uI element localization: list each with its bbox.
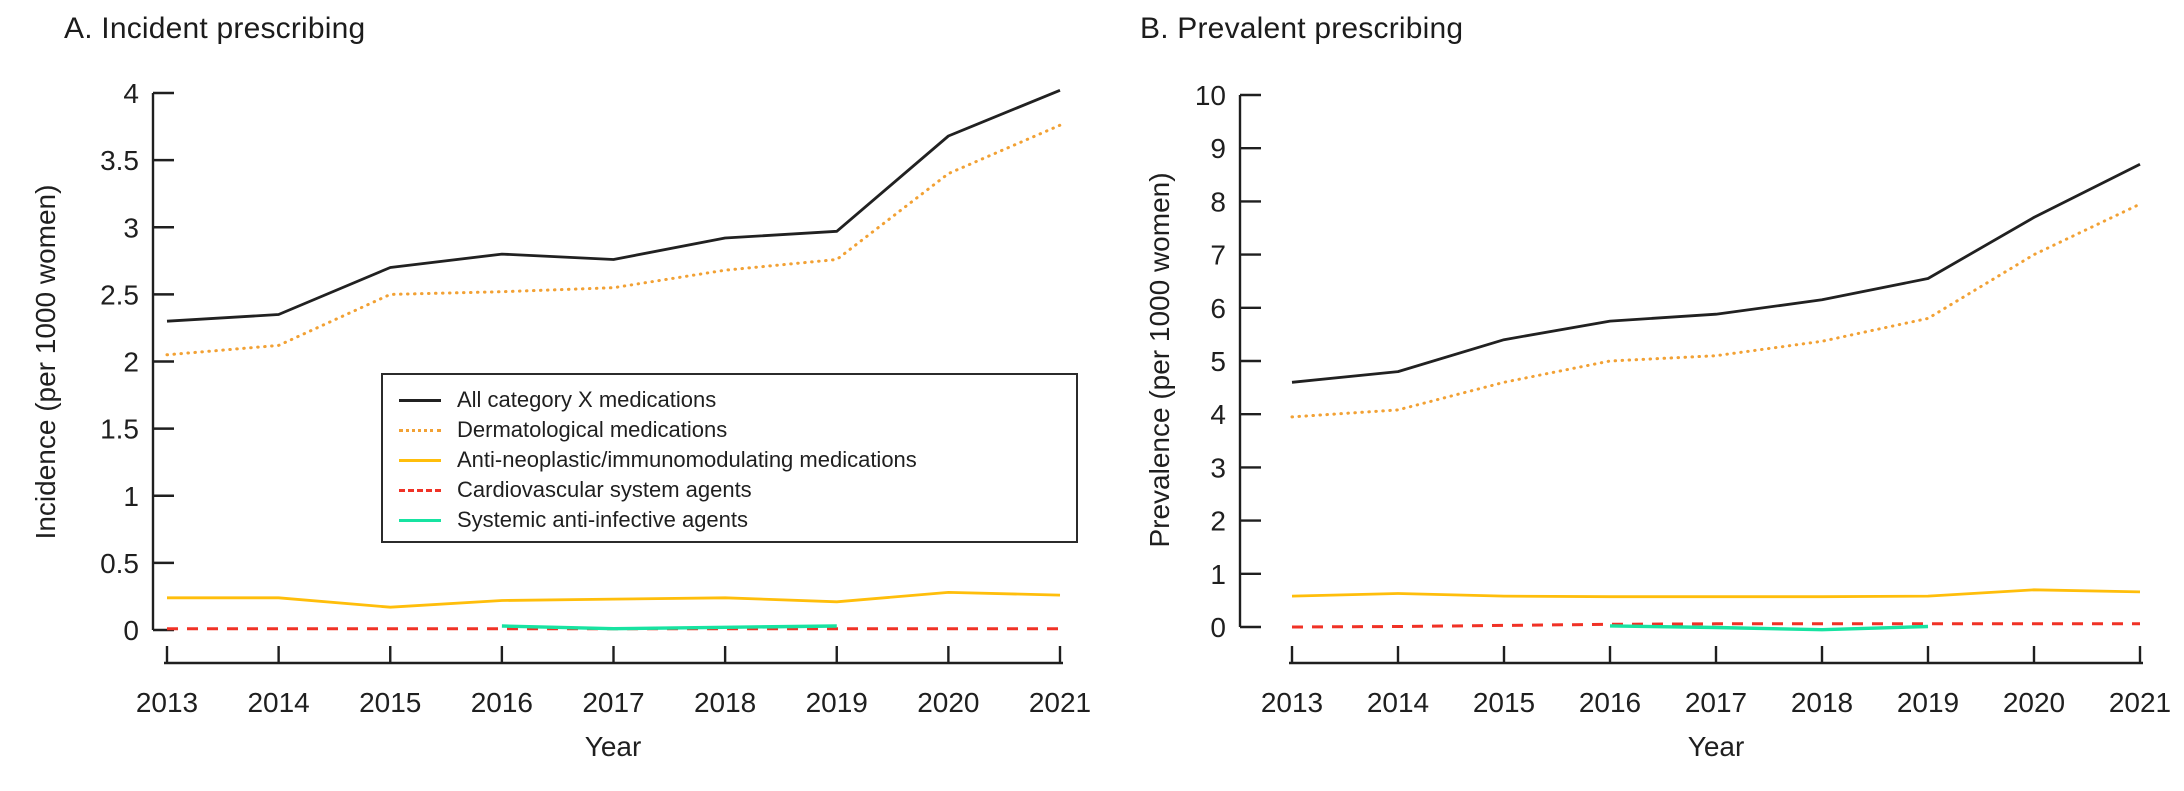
- x-tick-label: 2019: [806, 687, 868, 718]
- y-tick-label: 9: [1210, 133, 1226, 164]
- series-line-systemic-anti-infective-agents: [501, 624, 837, 631]
- series-line-dermatological-medications: [1290, 202, 2142, 419]
- x-tick-label: 2020: [917, 687, 979, 718]
- y-tick-label: 6: [1210, 293, 1226, 324]
- series-line-cardiovascular-system-agents: [1291, 622, 2140, 629]
- panel-a-title: A. Incident prescribing: [64, 12, 366, 45]
- legend-item-label: Dermatological medications: [457, 417, 728, 442]
- legend-line-sample-cardiovascular-system-agents: [399, 488, 441, 492]
- x-tick-label: 2016: [1579, 687, 1641, 718]
- x-tick-label: 2018: [1791, 687, 1853, 718]
- series-line-anti-neoplastic-immunomodulating-medications: [167, 591, 1061, 609]
- x-tick-label: 2015: [359, 687, 421, 718]
- y-tick-label: 10: [1195, 80, 1226, 111]
- legend-line-sample-dermatological-medications: [399, 428, 441, 432]
- x-tick-label: 2019: [1897, 687, 1959, 718]
- legend-item-label: Systemic anti-infective agents: [457, 507, 749, 532]
- legend-item: All category X medications: [399, 385, 1076, 415]
- legend-item-label: Cardiovascular system agents: [457, 477, 752, 502]
- x-tick-label: 2014: [247, 687, 309, 718]
- x-tick-label: 2021: [2109, 687, 2171, 718]
- x-tick-label: 2013: [136, 687, 198, 718]
- x-tick-label: 2018: [694, 687, 756, 718]
- y-tick-label: 1: [1210, 559, 1226, 590]
- y-tick-label: 8: [1210, 186, 1226, 217]
- series-line-anti-neoplastic-immunomodulating-medications: [1291, 588, 2141, 599]
- y-tick-label: 2.5: [100, 279, 139, 310]
- panel-b-y-axis-label: Prevalence (per 1000 women): [1144, 172, 1175, 548]
- y-tick-label: 4: [123, 78, 139, 109]
- legend-line-sample-anti-neoplastic-immunomodulating-medications: [399, 458, 441, 462]
- x-tick-label: 2021: [1029, 687, 1091, 718]
- y-tick-label: 5: [1210, 346, 1226, 377]
- y-tick-label: 1.5: [100, 414, 139, 445]
- panel-b-title: B. Prevalent prescribing: [1140, 12, 1464, 45]
- y-tick-label: 3: [123, 212, 139, 243]
- x-tick-label: 2017: [582, 687, 644, 718]
- panel-b-x-axis-label: Year: [1687, 731, 1745, 762]
- panel-a-x-axis-label: Year: [584, 731, 642, 762]
- legend-box: All category X medications Dermatological…: [381, 373, 1078, 543]
- legend-item-label: Anti-neoplastic/immunomodulating medicat…: [457, 447, 917, 472]
- y-tick-label: 7: [1210, 240, 1226, 271]
- series-line-all-category-x-medications: [1291, 162, 2141, 384]
- legend-item: Dermatological medications: [399, 415, 1076, 445]
- y-tick-label: 2: [1210, 506, 1226, 537]
- y-tick-label: 2: [123, 347, 139, 378]
- legend-item: Cardiovascular system agents: [399, 475, 1076, 505]
- x-tick-label: 2014: [1367, 687, 1429, 718]
- legend-line-sample-all-category-x-medications: [399, 398, 441, 402]
- panel-a: 0 0.5 1 1.5 2 2.5 3 3.5 4 2013 2014 2015 2016 2017 201…: [100, 78, 1091, 718]
- x-tick-label: 2016: [471, 687, 533, 718]
- legend-item: Anti-neoplastic/immunomodulating medicat…: [399, 445, 1076, 475]
- y-tick-label: 3: [1210, 452, 1226, 483]
- y-tick-label: 0: [123, 615, 139, 646]
- series-line-systemic-anti-infective-agents: [1609, 624, 1929, 632]
- y-tick-label: 0: [1210, 612, 1226, 643]
- y-tick-label: 1: [123, 481, 139, 512]
- y-tick-label: 0.5: [100, 548, 139, 579]
- legend-item-label: All category X medications: [457, 387, 717, 412]
- series-line-dermatological-medications: [165, 123, 1062, 357]
- x-tick-label: 2015: [1473, 687, 1535, 718]
- x-tick-label: 2017: [1685, 687, 1747, 718]
- y-tick-label: 4: [1210, 399, 1226, 430]
- series-line-all-category-x-medications: [166, 89, 1061, 323]
- panel-b: 0 1 2 3 4 5 6 7 8 9 10 2013 2014 2015 2016 2017 2018 2019…: [1195, 80, 2171, 718]
- legend-line-sample-systemic-anti-infective-agents: [399, 518, 441, 522]
- x-tick-label: 2020: [2003, 687, 2065, 718]
- y-tick-label: 3.5: [100, 145, 139, 176]
- panel-a-y-axis-label: Incidence (per 1000 women): [30, 184, 61, 540]
- legend-item: Systemic anti-infective agents: [399, 505, 1076, 535]
- x-tick-label: 2013: [1261, 687, 1323, 718]
